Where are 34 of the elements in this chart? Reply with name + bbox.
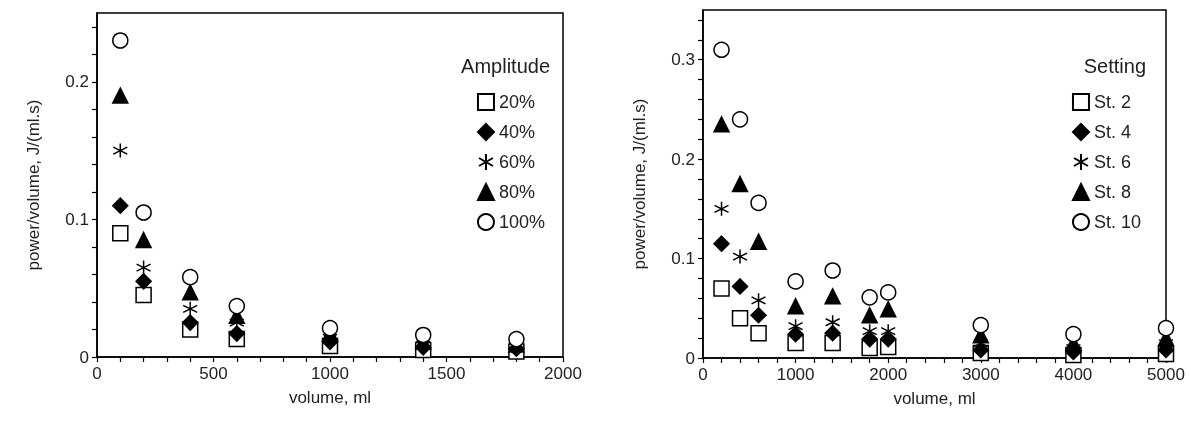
y-axis-title: power/volume, J/(ml.s) bbox=[630, 98, 649, 270]
x-tick-label: 1500 bbox=[427, 364, 466, 383]
x-axis-title: volume, ml bbox=[288, 388, 372, 407]
legend-label: 100% bbox=[498, 212, 546, 232]
x-tick-label: 2000 bbox=[544, 364, 582, 383]
x-tick-label: 5000 bbox=[1147, 365, 1185, 384]
x-axis-title: volume, ml bbox=[893, 389, 976, 408]
y-axis-title: power/volume, J/(ml.s) bbox=[24, 99, 43, 271]
legend-label: St. 10 bbox=[1093, 212, 1141, 232]
legend-label: 40% bbox=[498, 122, 535, 142]
x-tick-label: 1000 bbox=[776, 365, 815, 384]
legend-label: St. 4 bbox=[1093, 122, 1131, 142]
x-tick-label: 500 bbox=[199, 364, 228, 383]
x-tick-label: 2000 bbox=[869, 365, 908, 384]
legend-label: 20% bbox=[498, 92, 535, 112]
legend-label: 80% bbox=[498, 182, 535, 202]
legend-label: St. 6 bbox=[1093, 152, 1131, 172]
x-tick-label: 3000 bbox=[961, 365, 1000, 384]
legend-label: St. 2 bbox=[1093, 92, 1131, 112]
legend-label: St. 8 bbox=[1093, 182, 1131, 202]
y-tick-label: 0.1 bbox=[65, 209, 89, 229]
y-tick-label: 0 bbox=[79, 347, 89, 367]
x-tick-label: 4000 bbox=[1054, 365, 1093, 384]
y-tick-label: 0.2 bbox=[65, 72, 89, 92]
y-tick-label: 0.3 bbox=[671, 50, 695, 70]
y-tick-label: 0.1 bbox=[671, 249, 695, 269]
x-tick-label: 0 bbox=[92, 364, 102, 383]
legend-title: Setting bbox=[1083, 55, 1146, 77]
y-tick-label: 0 bbox=[685, 348, 695, 368]
x-tick-label: 0 bbox=[698, 365, 708, 384]
legend-title: Amplitude bbox=[461, 55, 550, 77]
y-tick-label: 0.2 bbox=[671, 149, 695, 169]
x-tick-label: 1000 bbox=[311, 364, 349, 383]
legend-label: 60% bbox=[498, 152, 535, 172]
